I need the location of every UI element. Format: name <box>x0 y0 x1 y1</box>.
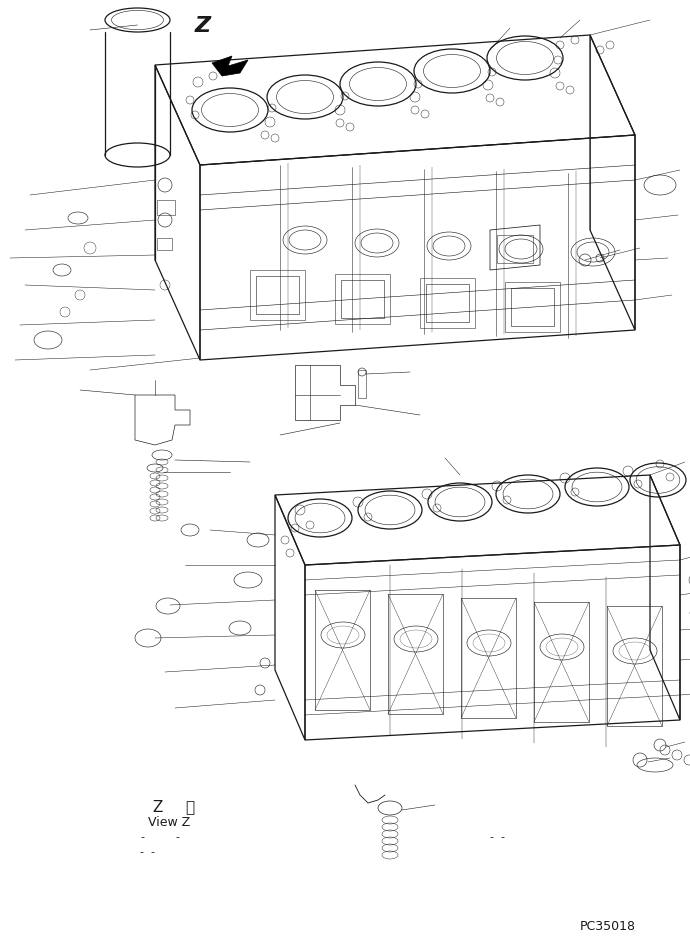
Bar <box>358 370 366 398</box>
Bar <box>461 598 516 718</box>
Bar <box>534 602 589 722</box>
Bar <box>315 590 370 710</box>
Text: View Z: View Z <box>148 816 190 829</box>
Bar <box>341 280 384 318</box>
Bar <box>157 200 175 215</box>
Bar <box>388 594 443 714</box>
Bar <box>335 274 390 324</box>
Bar <box>511 288 554 326</box>
Bar <box>250 270 305 320</box>
Bar <box>497 235 533 263</box>
Polygon shape <box>212 56 248 76</box>
Text: -: - <box>175 832 179 842</box>
Text: Z: Z <box>152 800 162 815</box>
Bar <box>256 276 299 314</box>
Bar <box>505 282 560 332</box>
Bar <box>420 278 475 328</box>
Text: -  -: - - <box>140 847 155 857</box>
Bar <box>157 238 172 250</box>
Text: -: - <box>140 832 144 842</box>
Text: Z: Z <box>195 16 211 36</box>
Text: 視: 視 <box>185 800 194 815</box>
Text: -  -: - - <box>490 832 505 842</box>
Text: PC35018: PC35018 <box>580 920 636 933</box>
Bar <box>426 284 469 322</box>
Bar <box>607 606 662 726</box>
